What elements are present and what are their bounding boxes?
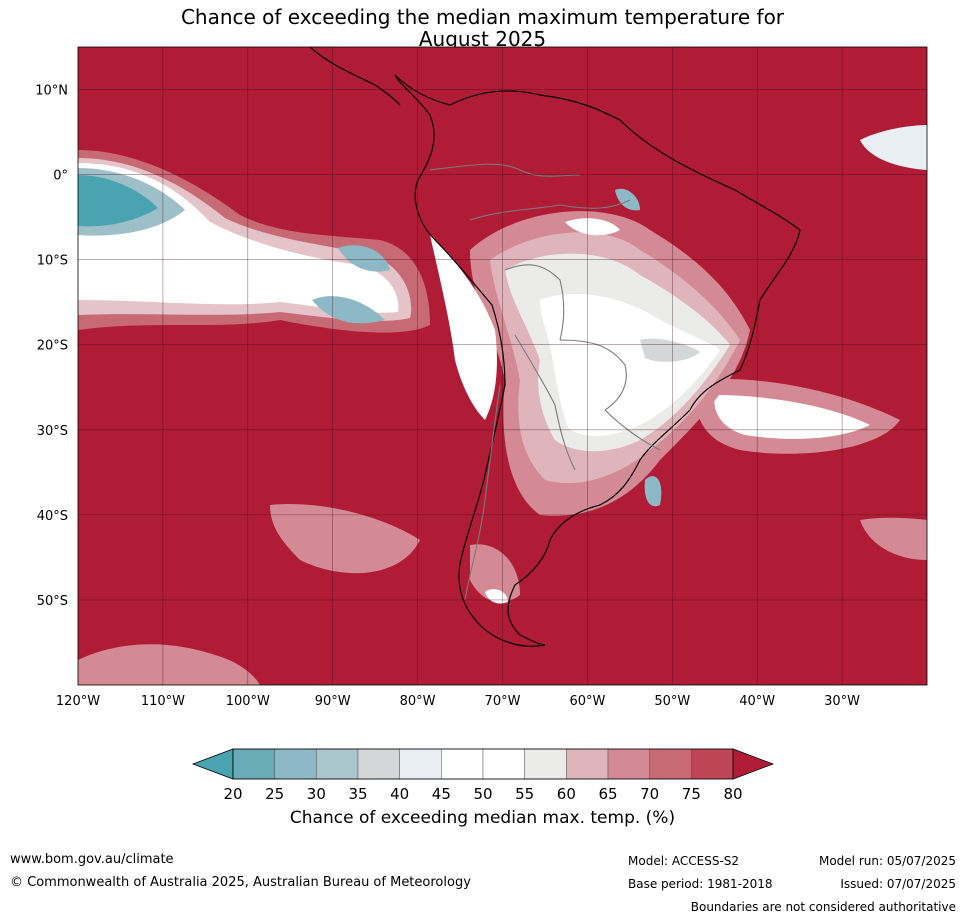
longitude-tick-label: 30°W	[824, 694, 860, 709]
latitude-tick-label: 30°S	[37, 424, 68, 439]
andes-strip	[430, 235, 497, 420]
graticule	[78, 47, 927, 685]
colorbar-swatch	[441, 748, 484, 780]
colorbar-tick-label: 25	[265, 785, 284, 803]
colorbar: 20 25 30 35 40 45 50 55 60 65 70 75 80	[191, 748, 775, 803]
longitude-labels: 120°W 110°W 100°W 90°W 80°W 70°W 60°W 50°W 40°W 3…	[56, 694, 860, 709]
latitude-tick-label: 10°S	[37, 254, 68, 269]
longitude-tick-label: 60°W	[569, 694, 605, 709]
latitude-tick-label: 0°	[53, 169, 68, 184]
colorbar-swatch	[566, 748, 609, 780]
colorbar-swatch	[524, 748, 567, 780]
longitude-tick-label: 90°W	[315, 694, 351, 709]
colorbar-over-arrow	[732, 748, 775, 780]
model-run-text: Model run: 05/07/2025	[818, 854, 956, 868]
colorbar-tick-label: 75	[682, 785, 701, 803]
latitude-labels: 10°N 0° 10°S 20°S 30°S 40°S 50°S	[35, 84, 68, 609]
colorbar-tick-label: 65	[598, 785, 617, 803]
south-atlantic-streak-3	[860, 517, 927, 560]
latitude-tick-label: 20°S	[37, 339, 68, 354]
longitude-tick-label: 40°W	[739, 694, 775, 709]
colorbar-swatch	[274, 748, 317, 780]
disclaimer-text: Boundaries are not considered authoritat…	[690, 900, 956, 914]
longitude-tick-label: 80°W	[400, 694, 436, 709]
base-period-text: Base period: 1981-2018	[628, 877, 773, 891]
latitude-tick-label: 40°S	[37, 509, 68, 524]
amazon-patch	[565, 218, 620, 236]
probability-field	[78, 125, 927, 685]
patagonia-patch	[470, 544, 520, 603]
colorbar-swatch	[357, 748, 400, 780]
colorbar-swatch	[691, 748, 734, 780]
colorbar-swatch	[399, 748, 442, 780]
longitude-tick-label: 110°W	[141, 694, 185, 709]
colorbar-frame	[232, 748, 734, 780]
river-plate-patch	[644, 476, 662, 507]
south-atlantic-streak-2	[714, 395, 870, 439]
east-atlantic-patch	[860, 125, 927, 170]
map-title-line2: August 2025	[418, 27, 547, 51]
colorbar-tick-label: 50	[473, 785, 492, 803]
central-america-coastline	[309, 46, 401, 106]
colorbar-swatch	[316, 748, 359, 780]
model-text: Model: ACCESS-S2	[628, 854, 740, 868]
latitude-tick-label: 50°S	[37, 594, 68, 609]
south-pacific-streak	[270, 504, 420, 574]
colorbar-swatch	[649, 748, 692, 780]
colorbar-tick-label: 20	[223, 785, 242, 803]
website-link[interactable]: www.bom.gov.au/climate	[10, 852, 174, 867]
pacific-cool-center	[78, 175, 158, 227]
sa-interior-neutral	[540, 293, 720, 436]
amazon-cool-patch	[615, 188, 640, 211]
longitude-tick-label: 100°W	[226, 694, 270, 709]
longitude-tick-label: 50°W	[654, 694, 690, 709]
colorbar-tick-label: 35	[348, 785, 367, 803]
longitude-tick-label: 120°W	[56, 694, 100, 709]
colorbar-swatch	[607, 748, 650, 780]
country-borders	[429, 163, 661, 601]
colorbar-tick-label: 55	[515, 785, 534, 803]
colorbar-tick-label: 80	[723, 785, 742, 803]
colorbar-under-arrow	[191, 748, 234, 780]
map-title-line1: Chance of exceeding the median maximum t…	[180, 5, 785, 29]
colorbar-tick-label: 70	[640, 785, 659, 803]
colorbar-tick-label: 60	[557, 785, 576, 803]
copyright-text: © Commonwealth of Australia 2025, Austra…	[10, 875, 471, 890]
issued-text: Issued: 07/07/2025	[840, 877, 956, 891]
south-america-coastline	[394, 74, 801, 647]
pacific-cool-patch-1	[338, 245, 390, 272]
colorbar-tick-label: 40	[390, 785, 409, 803]
south-pacific-patch	[78, 644, 260, 685]
colorbar-swatch	[232, 748, 275, 780]
colorbar-swatch	[482, 748, 525, 780]
map-frame	[77, 46, 928, 686]
pacific-cool-patch-2	[312, 296, 385, 324]
colorbar-tick-label: 45	[432, 785, 451, 803]
longitude-tick-label: 70°W	[485, 694, 521, 709]
colorbar-tick-label: 30	[307, 785, 326, 803]
colorbar-label: Chance of exceeding median max. temp. (%…	[289, 808, 676, 828]
latitude-tick-label: 10°N	[35, 84, 68, 99]
